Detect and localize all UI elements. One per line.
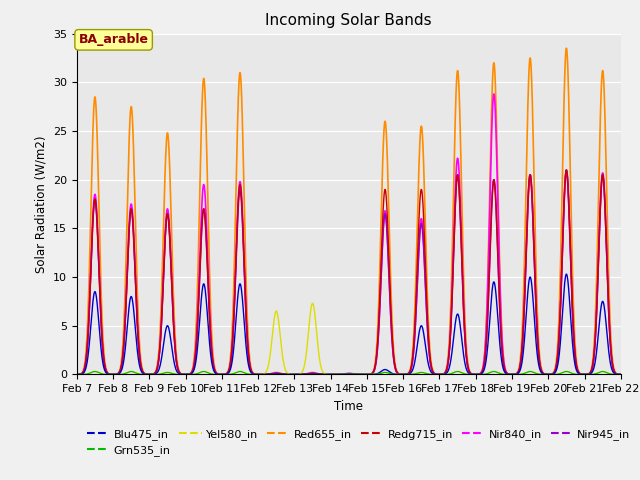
Title: Incoming Solar Bands: Incoming Solar Bands — [266, 13, 432, 28]
Legend: Blu475_in, Grn535_in, Yel580_in, Red655_in, Redg715_in, Nir840_in, Nir945_in: Blu475_in, Grn535_in, Yel580_in, Red655_… — [83, 424, 635, 460]
Text: BA_arable: BA_arable — [79, 33, 148, 47]
X-axis label: Time: Time — [334, 400, 364, 413]
Y-axis label: Solar Radiation (W/m2): Solar Radiation (W/m2) — [35, 135, 47, 273]
